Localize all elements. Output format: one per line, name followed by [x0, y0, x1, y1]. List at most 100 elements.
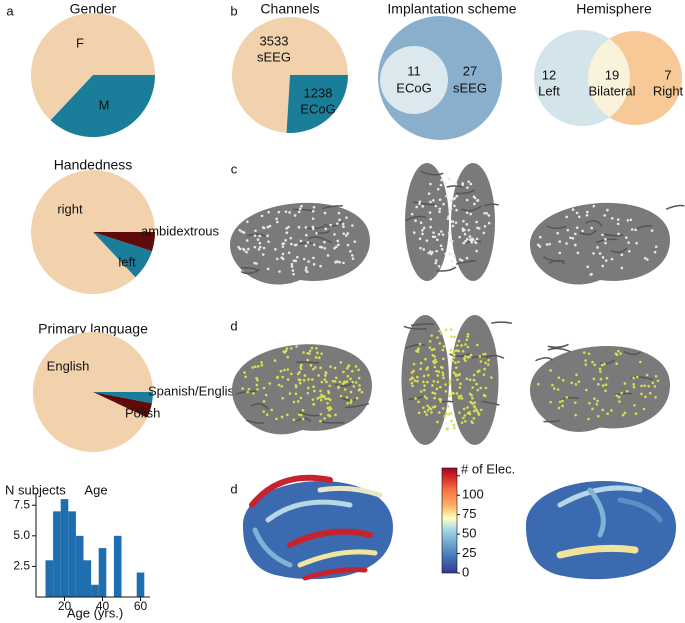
electrode: [346, 232, 350, 235]
region: [287, 528, 373, 548]
electrode: [452, 423, 456, 427]
electrode: [448, 380, 452, 384]
electrode: [449, 378, 452, 382]
electrode: [351, 380, 354, 384]
electrode: [344, 234, 348, 237]
sulcus: [298, 411, 322, 417]
electrode: [447, 231, 451, 235]
panel-label: d: [230, 318, 237, 333]
electrode: [478, 355, 482, 358]
electrode: [569, 236, 572, 240]
electrode: [418, 342, 422, 346]
electrode: [322, 395, 326, 399]
electrode: [436, 336, 439, 339]
electrode: [459, 382, 462, 385]
electrode: [452, 353, 456, 356]
electrode: [351, 369, 354, 373]
electrode: [288, 211, 291, 214]
electrode: [632, 385, 636, 389]
electrode: [324, 227, 328, 231]
electrode: [292, 259, 296, 262]
electrode: [316, 397, 320, 400]
electrode: [483, 211, 486, 215]
sulcus: [296, 361, 320, 364]
electrode: [436, 380, 440, 384]
electrode: [455, 194, 459, 198]
electrode: [596, 399, 599, 403]
sulcus: [455, 259, 477, 265]
colorbar-tick-label: 25: [462, 545, 476, 560]
electrode: [274, 248, 277, 251]
electrode: [280, 384, 284, 388]
electrode: [459, 394, 463, 398]
venn-value: 11: [407, 63, 421, 78]
electrode: [596, 246, 599, 249]
electrode: [570, 381, 573, 385]
electrode: [454, 373, 457, 376]
electrode: [257, 248, 261, 251]
electrode: [349, 390, 353, 394]
electrode: [425, 239, 429, 242]
electrode: [345, 396, 349, 399]
electrode: [468, 235, 472, 238]
electrode: [443, 182, 447, 185]
electrode: [447, 177, 451, 181]
electrode: [471, 238, 475, 242]
electrode: [437, 370, 441, 374]
electrode: [596, 414, 600, 418]
sulcus: [323, 221, 343, 227]
electrode: [438, 207, 442, 211]
electrode: [423, 395, 427, 398]
electrode: [575, 211, 579, 215]
electrode: [538, 245, 542, 248]
electrode: [452, 371, 456, 374]
electrode: [311, 210, 315, 213]
electrode: [282, 350, 285, 353]
electrode: [478, 369, 481, 373]
electrode: [334, 245, 338, 249]
electrode: [313, 366, 317, 369]
electrode: [444, 328, 448, 332]
electrode: [475, 249, 478, 253]
electrode: [635, 241, 638, 245]
electrode: [305, 233, 308, 237]
electrode: [312, 385, 315, 389]
sulcus: [599, 359, 615, 365]
electrode: [338, 260, 341, 264]
electrode: [449, 207, 453, 211]
electrode: [451, 359, 454, 362]
sulcus: [551, 344, 566, 349]
electrode: [464, 239, 467, 243]
electrode: [326, 254, 330, 257]
electrode: [351, 224, 354, 227]
electrode: [318, 395, 322, 399]
brain: [232, 344, 372, 435]
sulcus: [543, 256, 565, 262]
electrode: [427, 373, 430, 377]
electrode: [277, 383, 281, 387]
x-tick-label: 60: [134, 599, 148, 613]
pie-slice: [31, 169, 155, 294]
electrode: [447, 405, 450, 408]
electrode: [425, 396, 428, 400]
electrode: [419, 221, 423, 225]
electrode: [456, 344, 459, 347]
electrode: [460, 397, 464, 400]
electrode: [627, 249, 631, 253]
slice-label: Spanish/English: [148, 383, 241, 398]
electrode: [266, 234, 269, 238]
electrode: [466, 186, 469, 189]
electrode: [434, 261, 437, 265]
electrode: [430, 334, 434, 337]
electrode: [616, 222, 620, 226]
electrode: [306, 352, 310, 355]
electrode: [573, 243, 577, 247]
electrode: [438, 342, 442, 345]
electrode: [439, 385, 442, 389]
electrode: [421, 232, 424, 236]
electrode: [357, 388, 361, 392]
electrode: [470, 420, 473, 423]
electrode: [436, 238, 439, 242]
electrode: [352, 385, 356, 388]
